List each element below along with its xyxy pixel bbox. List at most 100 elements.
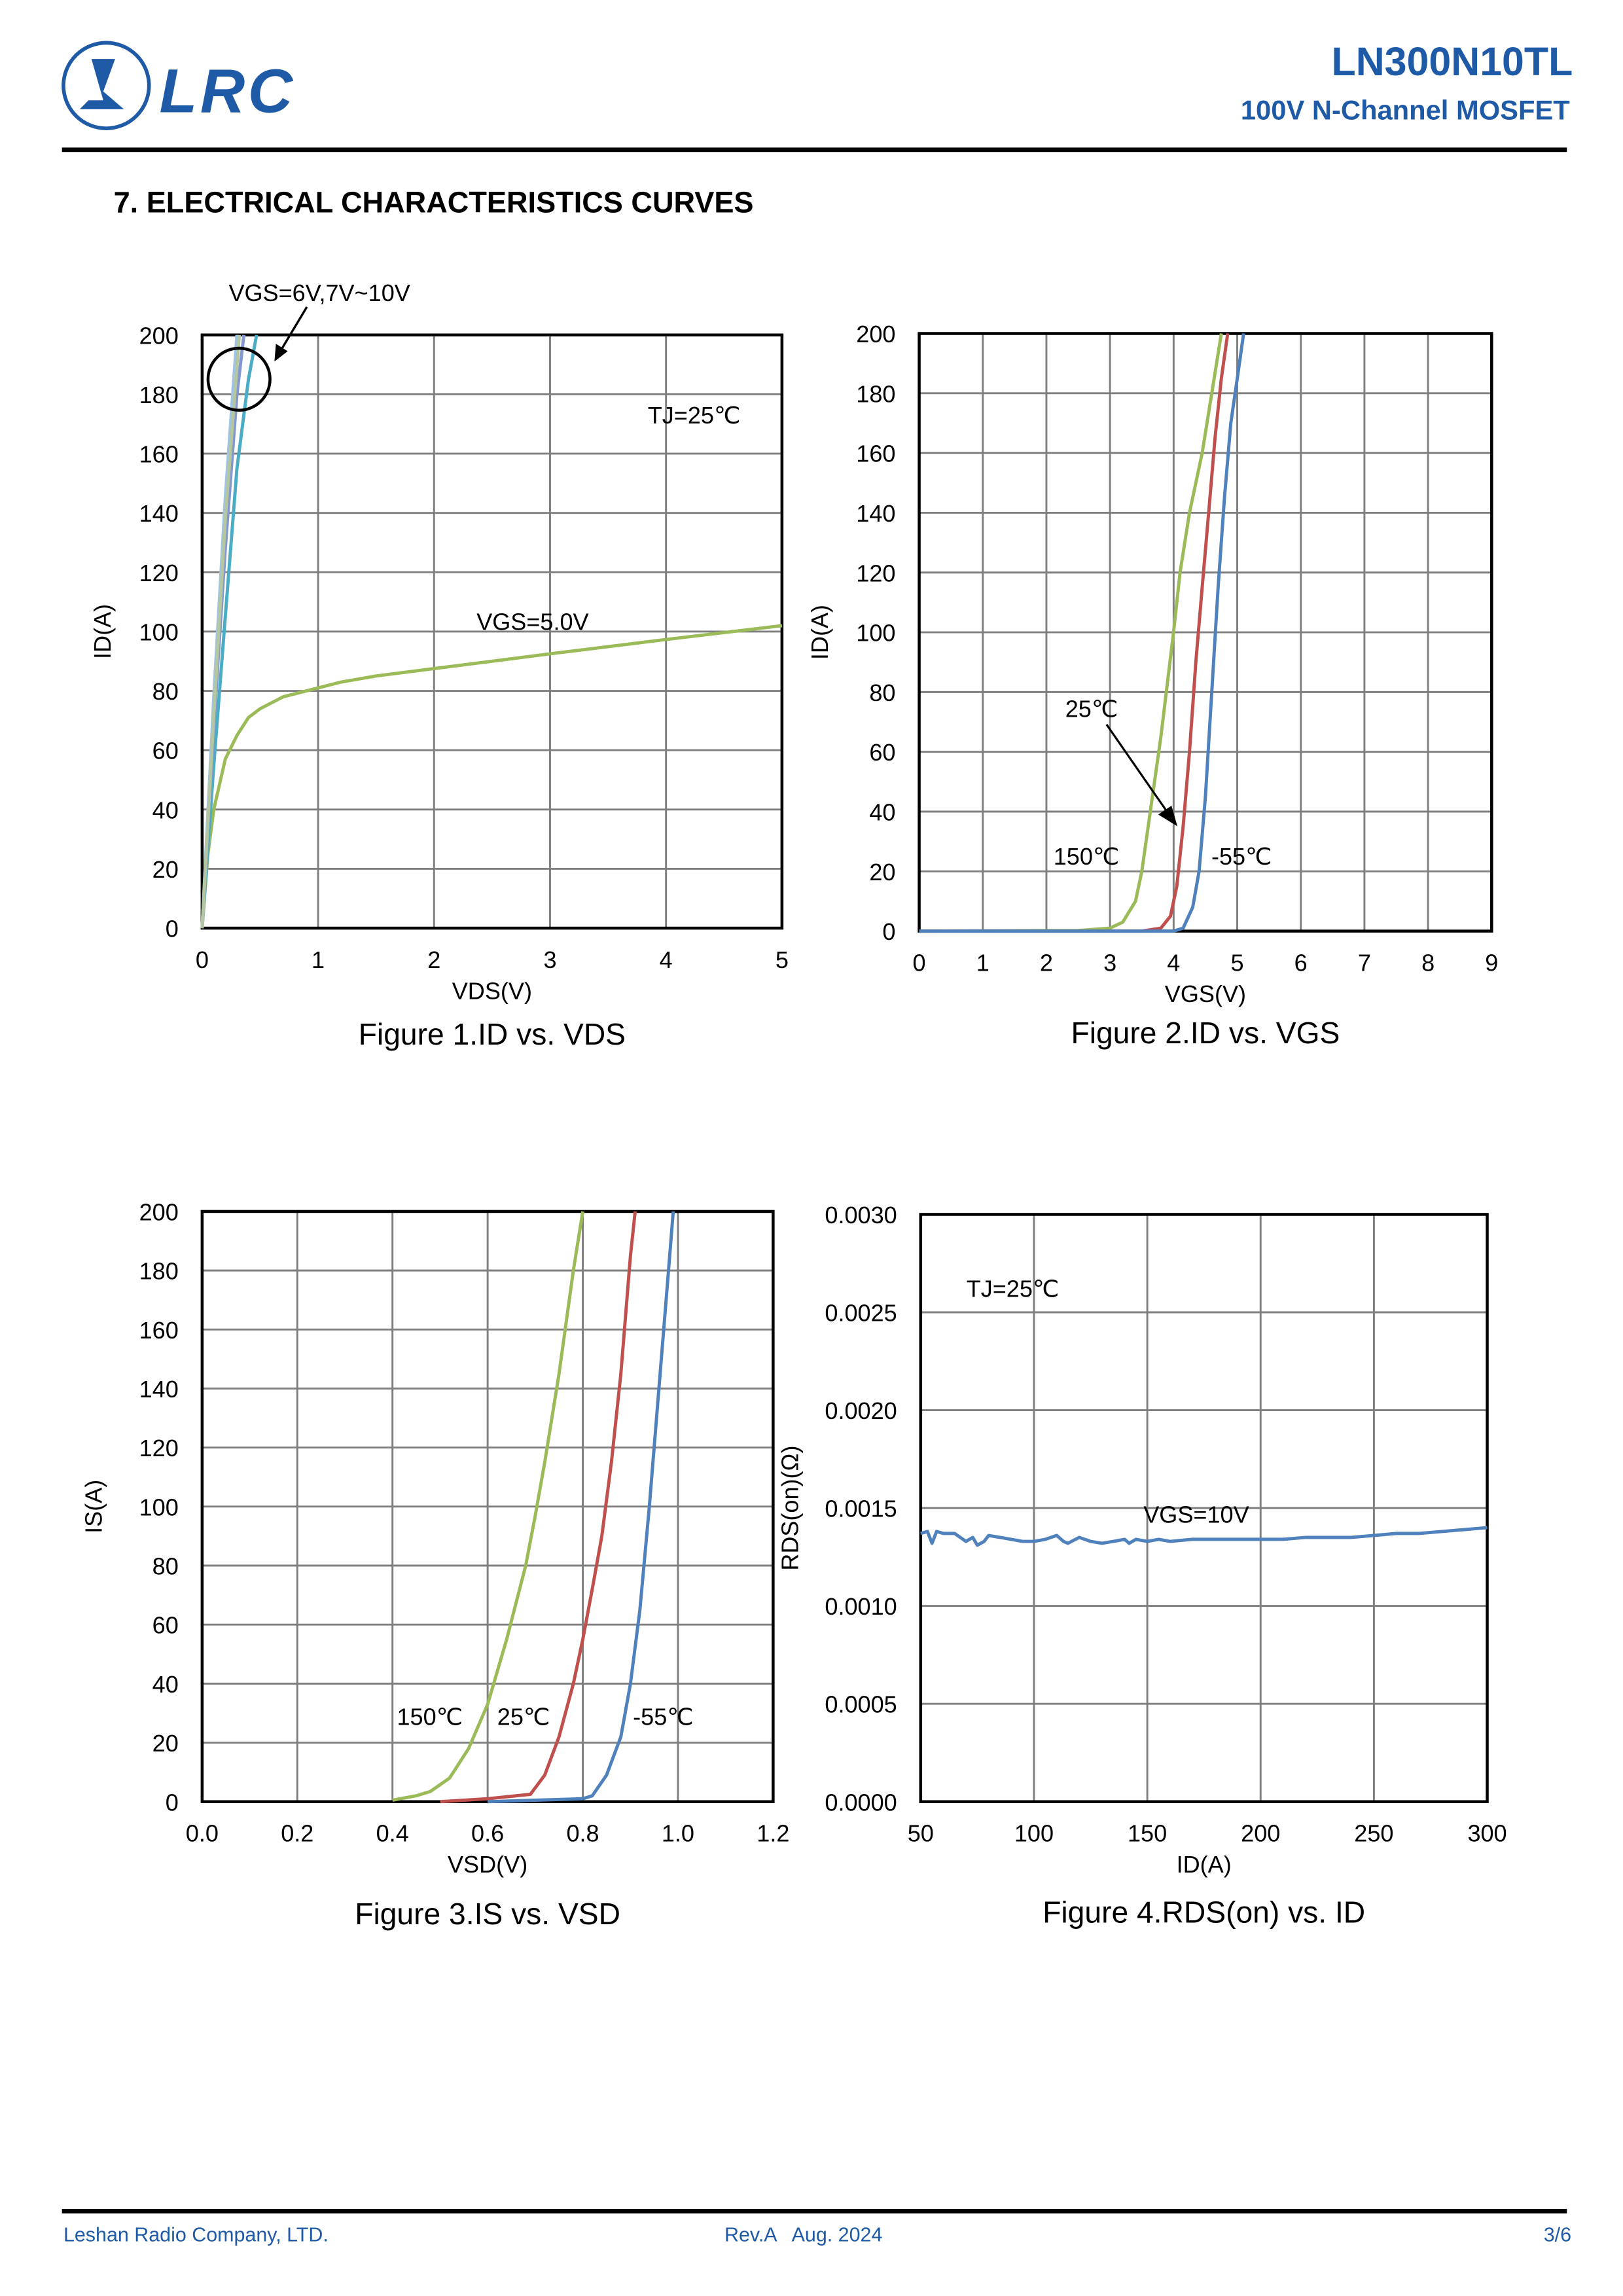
y-tick-label: 40 [152,1671,179,1698]
y-tick-label: 0 [166,916,179,942]
figure-caption: Figure 2.ID vs. VGS [1071,1016,1340,1050]
x-tick-label: 150 [1128,1820,1167,1847]
plot-frame [200,333,784,930]
y-axis-label: IS(A) [80,1480,107,1534]
y-tick-label: 0.0005 [825,1691,897,1718]
chart-3: 0.0 0.2 0.4 0.6 0.8 1.0 1.2 0 20 40 60 80 100 120 140 1… [80,1198,790,1930]
y-tick-label: 0.0015 [825,1496,897,1522]
x-tick-label: 0.6 [471,1820,504,1847]
x-tick-label: 9 [1485,949,1498,976]
y-tick-label: 60 [152,1612,179,1639]
series-line-3 [919,333,1245,933]
x-tick-label: 0.4 [376,1820,409,1847]
logo-emblem-icon: LRC [62,41,295,130]
chart-1: 0 1 2 3 4 5 0 20 40 60 80 100 120 140 160 180 200 VDS(V) I… [89,279,789,1051]
lrc-logo: LRC [59,39,325,133]
figure-caption: Figure 4.RDS(on) vs. ID [1043,1895,1365,1929]
x-tick-label: 200 [1241,1820,1280,1847]
series-line-2 [919,333,1230,933]
annotation-label: -55℃ [633,1704,694,1731]
arrowhead-icon [274,344,288,362]
annotation-arrow [1105,724,1171,817]
y-tick-label: 20 [152,856,179,883]
annotation-label: 150℃ [1054,843,1120,870]
figure-caption: Figure 1.ID vs. VDS [359,1017,626,1051]
x-tick-label: 1 [976,949,990,976]
x-tick-label: 1 [312,946,325,973]
chart-4: 50 100 150 200 250 300 0.0000 0.0005 0.0010 0.001… [777,1202,1507,1929]
x-tick-label: 250 [1354,1820,1393,1847]
y-tick-label: 20 [869,859,895,886]
section-title: 7. ELECTRICAL CHARACTERISTICS CURVES [113,187,754,220]
series-line-1 [200,624,783,929]
footer-company: Leshan Radio Company, LTD. [63,2223,329,2246]
y-tick-label: 80 [152,1553,179,1580]
x-tick-label: 0 [196,946,209,973]
y-tick-label: 140 [139,1376,179,1403]
series-line-1 [920,1526,1488,1547]
y-tick-label: 80 [869,679,895,706]
arrowhead-icon [1158,805,1178,827]
y-tick-label: 120 [139,560,179,586]
y-tick-label: 120 [139,1435,179,1462]
footer-page-number: 3/6 [1543,2223,1572,2246]
annotation-arrow [279,306,308,352]
y-tick-label: 200 [139,322,179,349]
header-divider [62,147,1567,152]
annotation-label: 25℃ [1065,696,1118,723]
part-number-title: LN300N10TL [1331,39,1573,84]
series-line-1 [392,1211,584,1802]
y-tick-label: 0.0020 [825,1397,897,1424]
annotation-label: VGS=6V,7V~10V [228,279,410,306]
annotation-label: TJ=25℃ [967,1276,1060,1302]
x-tick-label: 2 [1040,949,1053,976]
x-tick-label: 50 [908,1820,934,1847]
y-tick-label: 140 [139,500,179,527]
x-tick-label: 4 [1167,949,1180,976]
annotation-label: 25℃ [497,1704,550,1731]
annotation-label: TJ=25℃ [648,402,741,429]
y-tick-label: 180 [139,1258,179,1285]
series-line-6 [200,334,241,929]
x-tick-label: 0.2 [281,1820,313,1847]
x-axis-label: VDS(V) [452,977,532,1004]
x-tick-label: 100 [1014,1820,1054,1847]
y-tick-label: 20 [152,1730,179,1757]
y-tick-label: 0.0010 [825,1593,897,1620]
x-axis-label: VGS(V) [1165,980,1246,1007]
annotation-label: 150℃ [397,1704,463,1731]
y-tick-label: 0 [166,1789,179,1816]
series-line-2 [440,1211,637,1804]
y-tick-label: 100 [139,1494,179,1520]
y-tick-label: 120 [856,560,895,586]
x-tick-label: 1.0 [662,1820,694,1847]
chart-2: 0 1 2 3 4 5 6 7 8 9 0 20 40 60 80 100 120 140 160 180 200 VGS… [806,321,1499,1050]
x-tick-label: 3 [1103,949,1116,976]
x-axis-label: ID(A) [1177,1851,1232,1878]
footer-divider [62,2208,1567,2213]
y-tick-label: 100 [856,620,895,647]
footer-revision: Rev.A Aug. 2024 [724,2223,883,2246]
y-tick-label: 40 [152,797,179,823]
part-subtitle: 100V N-Channel MOSFET [1240,94,1570,126]
highlight-circle [206,346,272,412]
y-tick-label: 100 [139,619,179,645]
y-tick-label: 180 [139,382,179,408]
y-axis-label: ID(A) [89,604,116,659]
y-tick-label: 160 [139,441,179,468]
y-tick-label: 180 [856,380,895,407]
x-axis-label: VSD(V) [448,1851,527,1878]
x-tick-label: 300 [1467,1820,1507,1847]
x-tick-label: 6 [1294,949,1308,976]
plot-frame [919,1213,1489,1803]
y-axis-label: ID(A) [806,605,833,660]
x-tick-label: 8 [1421,949,1435,976]
y-tick-label: 200 [856,321,895,348]
y-tick-label: 80 [152,678,179,705]
annotation-label: VGS=5.0V [476,609,588,636]
logo-text: LRC [159,56,295,126]
y-tick-label: 0 [882,918,895,945]
y-tick-label: 160 [139,1317,179,1344]
